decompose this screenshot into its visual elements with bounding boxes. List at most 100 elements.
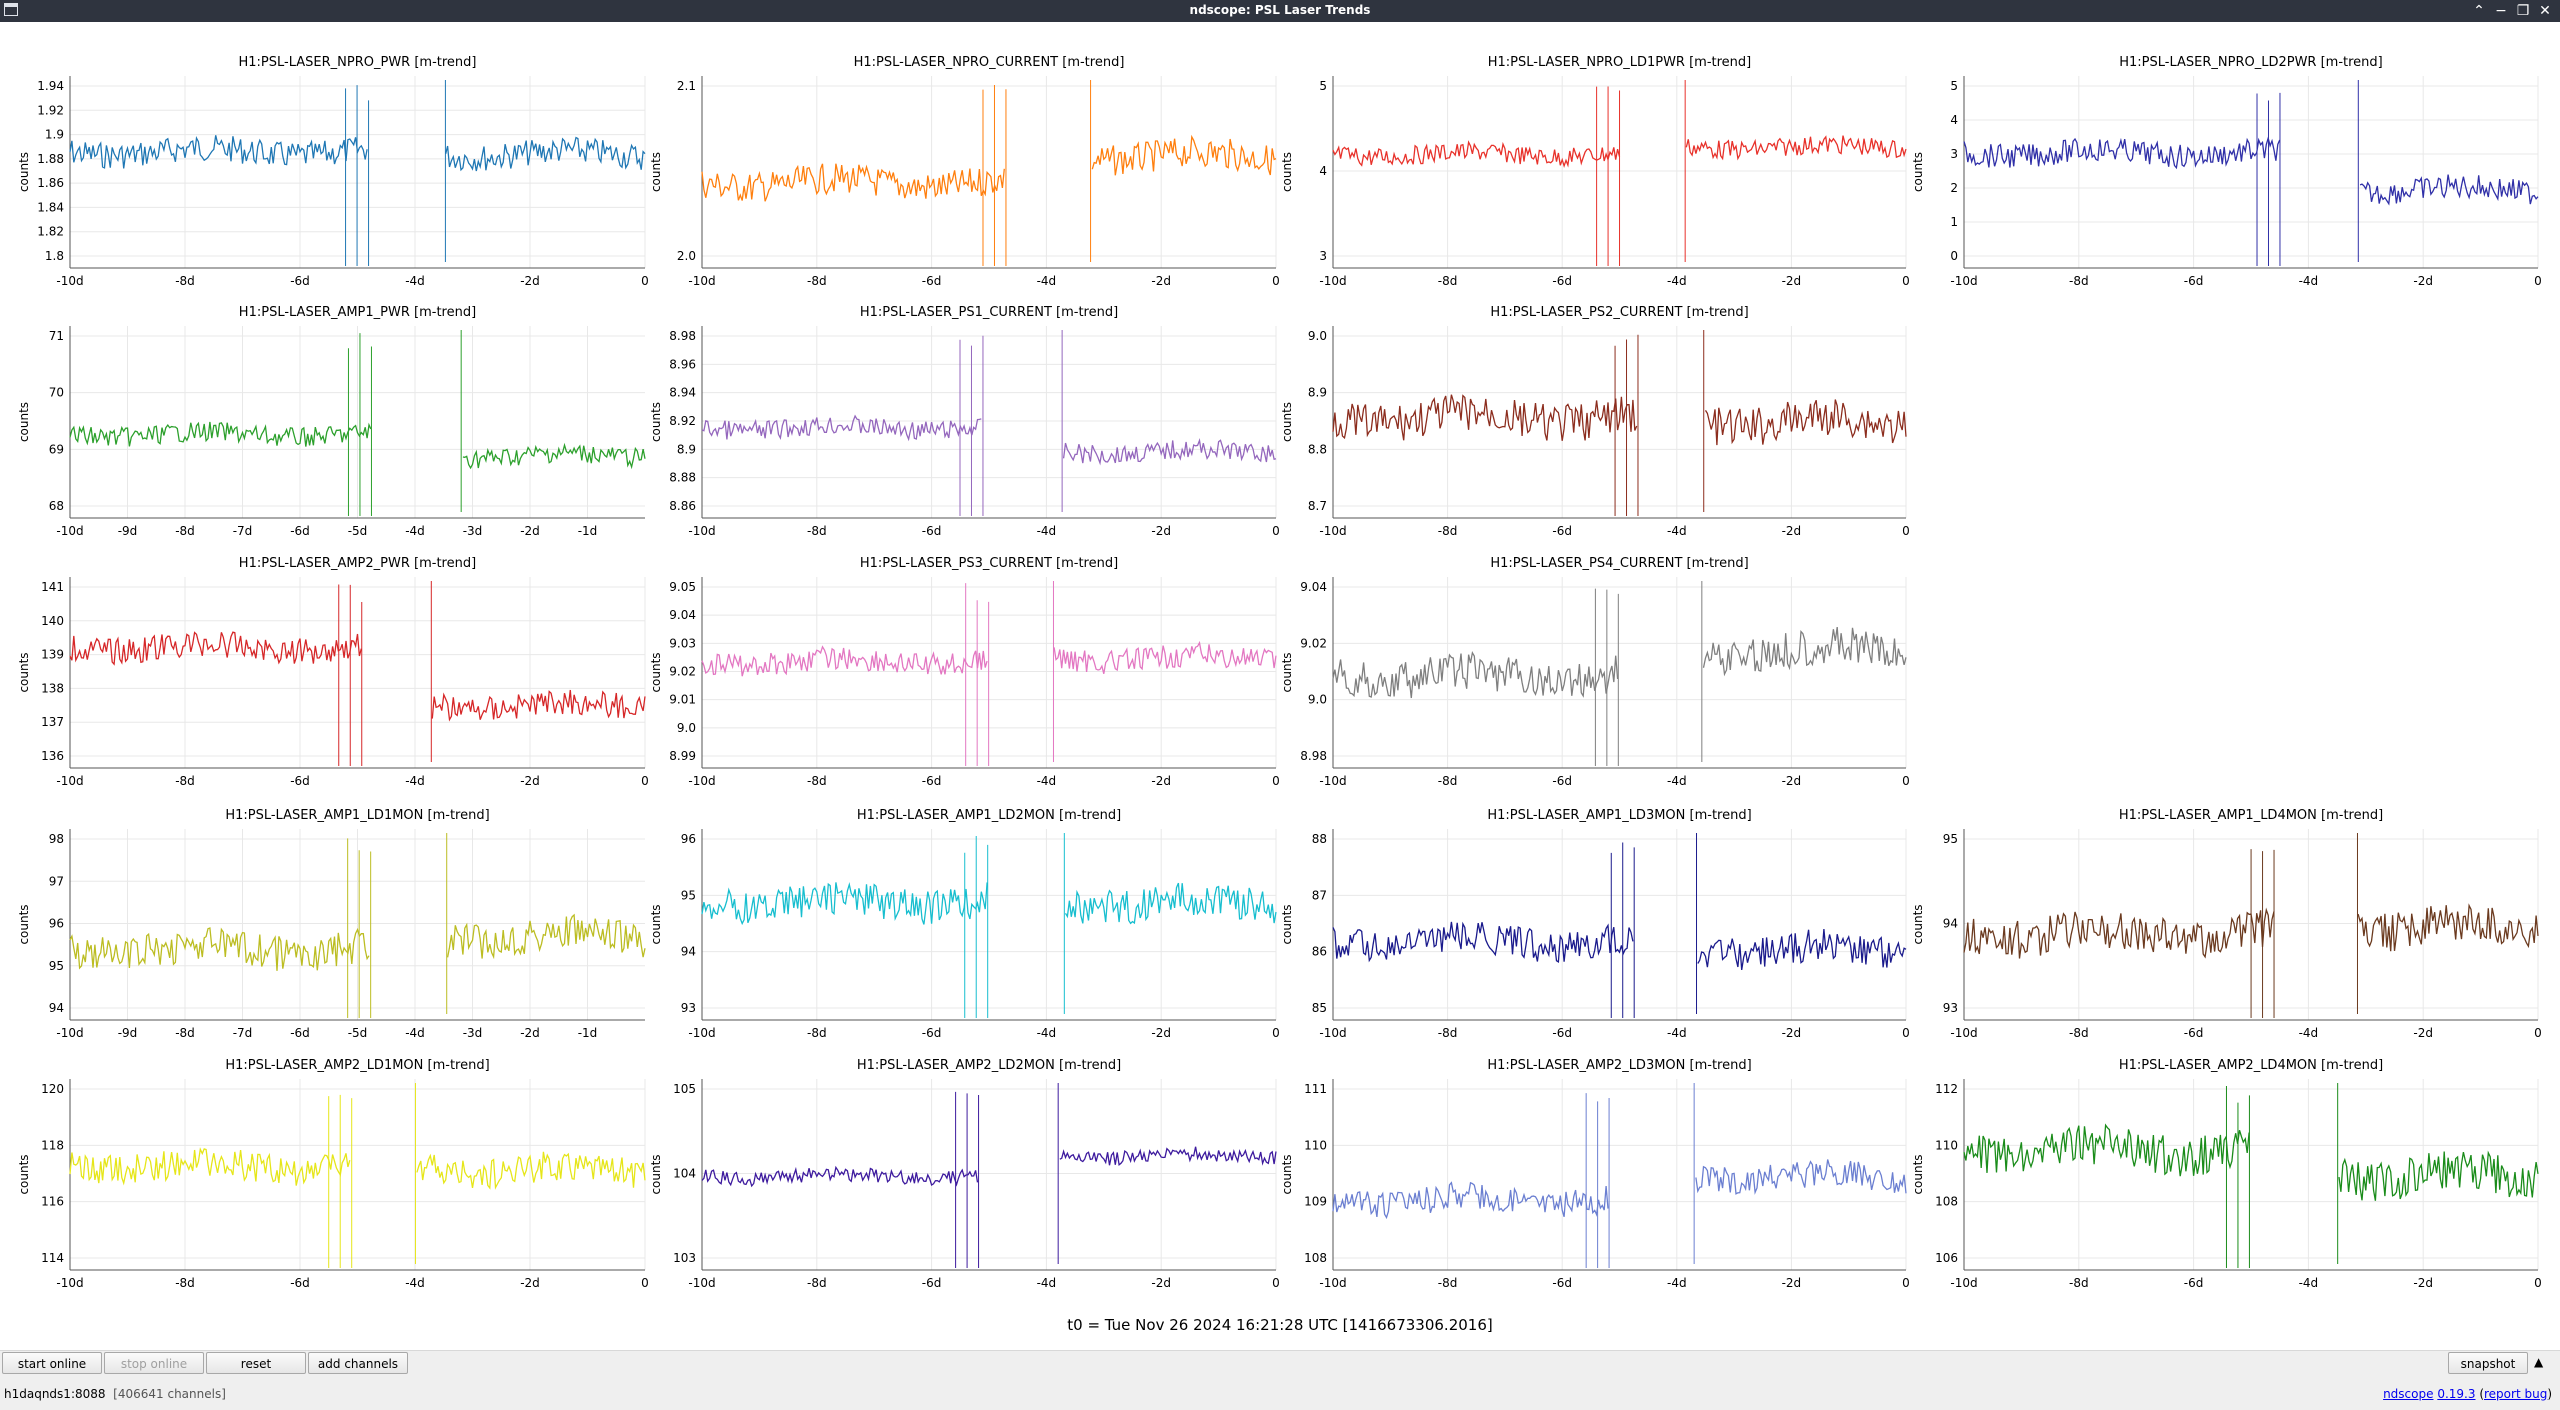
x-tick-label: -3d — [463, 524, 483, 538]
y-tick-label: 1 — [1950, 215, 1958, 229]
y-tick-label: 109 — [1304, 1195, 1327, 1209]
report-bug-link[interactable]: report bug — [2484, 1387, 2548, 1401]
x-tick-label: -2d — [2413, 274, 2433, 288]
plot-panel[interactable]: H1:PSL-LASER_AMP1_LD4MON [m-trend] counts… — [1911, 808, 2542, 1040]
y-tick-label: 71 — [49, 329, 64, 343]
plot-title: H1:PSL-LASER_NPRO_CURRENT [m-trend] — [854, 55, 1125, 70]
plot-panel[interactable]: H1:PSL-LASER_PS3_CURRENT [m-trend] counts… — [649, 556, 1280, 788]
y-tick-label: 96 — [49, 917, 64, 931]
plot-title: H1:PSL-LASER_NPRO_PWR [m-trend] — [239, 55, 477, 70]
x-tick-label: -6d — [1552, 1026, 1572, 1040]
plot-panel[interactable]: H1:PSL-LASER_AMP2_LD4MON [m-trend] counts… — [1911, 1058, 2542, 1290]
reset-button[interactable]: reset — [206, 1352, 306, 1374]
restore-icon[interactable]: ❐ — [2516, 3, 2530, 19]
x-tick-label: -10d — [688, 274, 715, 288]
x-tick-label: -4d — [1037, 774, 1057, 788]
x-tick-label: -10d — [1950, 1026, 1977, 1040]
plot-panel[interactable]: H1:PSL-LASER_AMP2_LD2MON [m-trend] counts… — [649, 1058, 1280, 1290]
x-tick-label: 0 — [641, 274, 649, 288]
x-tick-label: -2d — [1151, 524, 1171, 538]
x-tick-label: -4d — [2299, 1026, 2319, 1040]
x-tick-label: 0 — [641, 774, 649, 788]
plot-panel[interactable]: H1:PSL-LASER_NPRO_LD1PWR [m-trend] counts… — [1280, 55, 1910, 288]
y-tick-label: 9.05 — [669, 580, 696, 594]
snapshot-button[interactable]: snapshot — [2448, 1352, 2528, 1374]
plot-panel[interactable]: H1:PSL-LASER_NPRO_LD2PWR [m-trend] counts… — [1911, 55, 2542, 288]
version-number[interactable]: 0.19.3 — [2437, 1387, 2476, 1401]
y-axis-label: counts — [1280, 402, 1294, 442]
x-tick-label: -6d — [922, 1026, 942, 1040]
x-tick-label: -2d — [520, 774, 540, 788]
x-tick-label: -4d — [405, 774, 425, 788]
plot-title: H1:PSL-LASER_AMP2_LD4MON [m-trend] — [2119, 1058, 2383, 1073]
plot-panel[interactable]: H1:PSL-LASER_AMP1_PWR [m-trend] counts -10… — [17, 305, 646, 538]
y-tick-label: 8.99 — [669, 749, 696, 763]
y-axis-label: counts — [649, 152, 663, 192]
x-tick-label: -10d — [56, 1026, 83, 1040]
plot-panel[interactable]: H1:PSL-LASER_PS2_CURRENT [m-trend] counts… — [1280, 305, 1910, 538]
y-tick-label: 0 — [1950, 249, 1958, 263]
stop-online-button[interactable]: stop online — [104, 1352, 204, 1374]
plot-title: H1:PSL-LASER_PS4_CURRENT [m-trend] — [1490, 556, 1748, 571]
x-tick-label: -10d — [688, 774, 715, 788]
x-tick-label: -10d — [1319, 774, 1346, 788]
y-tick-label: 5 — [1319, 79, 1327, 93]
trend-trace — [701, 640, 1277, 677]
plot-panel[interactable]: H1:PSL-LASER_PS4_CURRENT [m-trend] counts… — [1280, 556, 1910, 788]
x-tick-label: -6d — [2184, 1276, 2204, 1290]
t0-label: t0 = Tue Nov 26 2024 16:21:28 UTC [14166… — [1067, 1316, 1493, 1334]
x-tick-label: -4d — [2299, 1276, 2319, 1290]
y-tick-label: 137 — [41, 715, 64, 729]
x-tick-label: -2d — [1782, 774, 1802, 788]
trend-trace — [701, 1146, 1277, 1188]
y-tick-label: 8.98 — [1300, 749, 1327, 763]
x-tick-label: -6d — [1552, 274, 1572, 288]
trend-trace — [701, 134, 1277, 202]
y-tick-label: 114 — [41, 1251, 64, 1265]
y-tick-label: 136 — [41, 749, 64, 763]
x-tick-label: -4d — [405, 274, 425, 288]
plot-panel[interactable]: H1:PSL-LASER_AMP1_LD3MON [m-trend] counts… — [1280, 808, 1910, 1040]
plot-panel[interactable]: H1:PSL-LASER_AMP2_LD3MON [m-trend] counts… — [1280, 1058, 1910, 1290]
plot-panel[interactable]: H1:PSL-LASER_AMP1_LD2MON [m-trend] counts… — [649, 808, 1280, 1040]
x-tick-label: -10d — [1319, 274, 1346, 288]
collapse-panel-icon[interactable]: ▲ — [2534, 1355, 2544, 1369]
start-online-button[interactable]: start online — [2, 1352, 102, 1374]
x-tick-label: -3d — [463, 1026, 483, 1040]
x-tick-label: -10d — [1950, 274, 1977, 288]
x-tick-label: -8d — [1438, 1026, 1458, 1040]
minimize-icon[interactable]: − — [2495, 3, 2507, 19]
y-tick-label: 1.94 — [37, 79, 64, 93]
maximize-icon[interactable]: ⌃ — [2473, 3, 2485, 19]
window-title: ndscope: PSL Laser Trends — [1189, 3, 1371, 17]
y-tick-label: 87 — [1312, 888, 1327, 902]
x-tick-label: -8d — [807, 274, 827, 288]
plot-title: H1:PSL-LASER_AMP1_LD4MON [m-trend] — [2119, 808, 2383, 823]
plot-panel[interactable]: H1:PSL-LASER_PS1_CURRENT [m-trend] counts… — [649, 305, 1280, 538]
plot-panel[interactable]: H1:PSL-LASER_NPRO_CURRENT [m-trend] count… — [649, 55, 1280, 288]
plot-grid[interactable]: H1:PSL-LASER_NPRO_PWR [m-trend] counts -10… — [0, 46, 2560, 1316]
app-window-icon — [4, 3, 18, 16]
add-channels-button[interactable]: add channels — [308, 1352, 408, 1374]
x-tick-label: -5d — [348, 1026, 368, 1040]
y-tick-label: 9.01 — [669, 693, 696, 707]
plot-panel[interactable]: H1:PSL-LASER_AMP1_LD1MON [m-trend] counts… — [17, 808, 646, 1040]
y-tick-label: 9.0 — [1308, 329, 1327, 343]
plot-panel[interactable]: H1:PSL-LASER_AMP2_LD1MON [m-trend] counts… — [17, 1058, 649, 1290]
close-icon[interactable]: ✕ — [2539, 3, 2551, 19]
plot-panel[interactable]: H1:PSL-LASER_AMP2_PWR [m-trend] counts -10… — [17, 556, 649, 788]
plot-title: H1:PSL-LASER_AMP1_LD2MON [m-trend] — [857, 808, 1121, 823]
x-tick-label: -9d — [118, 1026, 138, 1040]
x-tick-label: -4d — [2299, 274, 2319, 288]
ndscope-link[interactable]: ndscope — [2383, 1387, 2434, 1401]
plot-panel[interactable]: H1:PSL-LASER_NPRO_PWR [m-trend] counts -10… — [17, 55, 649, 288]
x-tick-label: -10d — [56, 1276, 83, 1290]
x-tick-label: -4d — [405, 1026, 425, 1040]
x-tick-label: -2d — [1151, 1276, 1171, 1290]
x-tick-label: -6d — [2184, 274, 2204, 288]
x-tick-label: -1d — [578, 524, 598, 538]
y-tick-label: 94 — [1943, 917, 1958, 931]
x-tick-label: -2d — [1782, 274, 1802, 288]
x-tick-label: -4d — [405, 1276, 425, 1290]
x-tick-label: -8d — [807, 524, 827, 538]
